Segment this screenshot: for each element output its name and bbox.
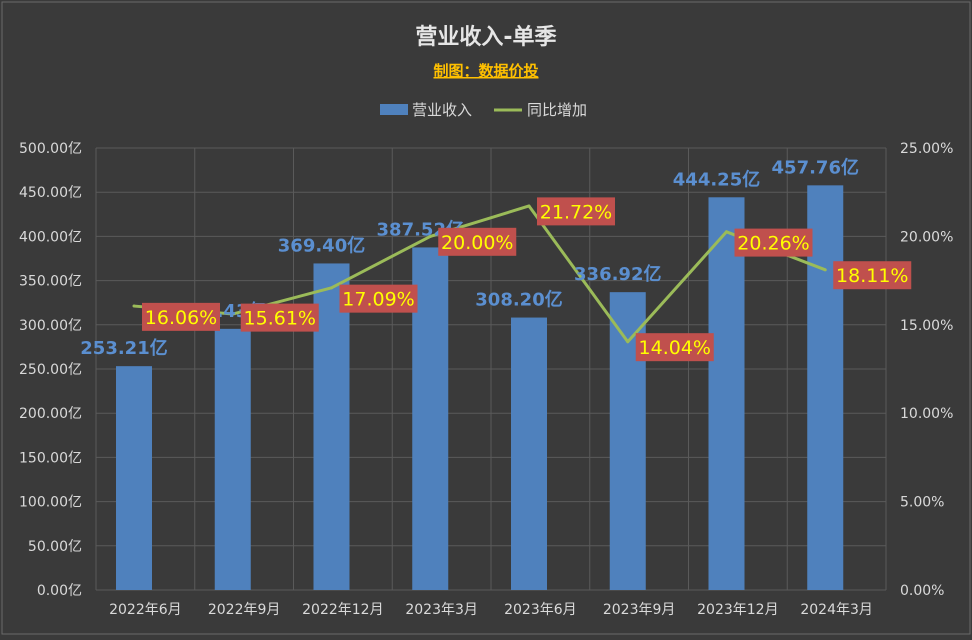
bar-value-label: 369.40亿 [278,234,365,256]
pct-label: 18.11% [833,261,912,290]
pct-label-text: 16.06% [145,307,217,329]
right-axis: 0.00% 5.00% 10.00% 15.00% 20.00% 25.00% [900,141,953,599]
left-axis: 0.00亿 50.00亿 100.00亿 150.00亿 200.00亿 250.00亿 3… [19,141,82,599]
bar-value-label: 444.25亿 [673,168,760,190]
bar-value-label: 457.76亿 [772,156,859,178]
pct-label-box [734,228,813,257]
bar [214,328,251,590]
pct-label-text: 20.26% [737,233,809,255]
bar [807,185,844,591]
left-tick-label: 250.00亿 [19,362,82,378]
x-tick-label: 2022年12月 [302,602,383,618]
line-point [725,230,728,234]
bar [708,197,745,590]
x-tick-label: 2023年12月 [697,602,778,618]
pct-label-box [537,197,615,226]
right-tick-label: 20.00% [900,229,953,245]
left-tick-label: 300.00亿 [19,318,82,334]
bar-value-label: 308.20亿 [475,289,562,311]
legend-line-label: 同比增加 [527,101,587,119]
legend-bar-label: 营业收入 [412,101,472,119]
right-tick-label: 5.00% [900,495,944,511]
line-point [626,340,630,344]
pct-label-text: 14.04% [639,337,711,359]
x-tick-label: 2023年6月 [504,602,577,618]
chart-subtitle: 制图：数据价投 [433,62,538,80]
pct-label-text: 18.11% [836,265,908,287]
line-point [132,304,136,308]
x-tick-label: 2023年9月 [603,602,676,618]
bar [511,317,547,590]
bar [412,247,449,591]
right-tick-label: 10.00% [900,406,953,422]
pct-label: 15.61% [240,303,319,332]
pct-label-box [635,333,714,362]
left-tick-label: 150.00亿 [19,450,82,466]
left-tick-label: 200.00亿 [19,406,82,422]
pct-label: 17.09% [339,284,418,313]
pct-labels-layer: 16.06% 15.61% 17.09% 20.00% 21.72% 14.04% 20.2… [142,197,912,362]
right-tick-label: 25.00% [900,141,953,157]
bar [313,263,350,590]
chart-title: 营业收入-单季 [415,24,556,50]
x-tick-label: 2024年3月 [800,602,873,618]
pct-label-box [240,303,319,332]
bar [116,366,152,590]
left-tick-label: 500.00亿 [19,141,82,157]
line-point [823,268,827,272]
legend: 营业收入 同比增加 [380,101,587,119]
line-point [231,312,235,316]
pct-label-text: 21.72% [540,201,612,223]
pct-label: 20.00% [438,227,517,256]
pct-label: 14.04% [635,333,714,362]
left-tick-label: 450.00亿 [19,185,82,201]
right-tick-label: 15.00% [900,318,953,334]
left-tick-label: 400.00亿 [19,229,82,245]
x-axis: 2022年6月 2022年9月 2022年12月 2023年3月 2023年6月 2023… [109,602,873,618]
pct-label-box [438,227,517,256]
bars-layer [116,185,844,591]
x-tick-label: 2023年3月 [405,602,478,618]
line-point [330,286,333,290]
pct-label-text: 15.61% [244,308,316,330]
left-tick-label: 100.00亿 [19,495,82,511]
pct-label-text: 17.09% [342,289,414,311]
pct-label: 20.26% [734,228,813,257]
bar-value-label: 253.21亿 [80,337,167,359]
x-tick-label: 2022年9月 [208,602,281,618]
bar-value-label: 336.92亿 [574,263,661,285]
legend-bar-swatch [380,104,408,115]
line-point [428,234,432,238]
x-tick-label: 2022年6月 [109,602,182,618]
pct-label: 16.06% [142,302,220,331]
line-point [527,204,531,208]
left-tick-label: 350.00亿 [19,274,82,290]
pct-label-box [339,284,418,313]
left-tick-label: 50.00亿 [28,539,82,555]
pct-label-box [833,261,912,290]
left-tick-label: 0.00亿 [37,583,82,599]
pct-label-text: 20.00% [441,232,513,254]
pct-label: 21.72% [537,197,615,226]
right-tick-label: 0.00% [900,583,944,599]
pct-label-box [142,302,220,331]
